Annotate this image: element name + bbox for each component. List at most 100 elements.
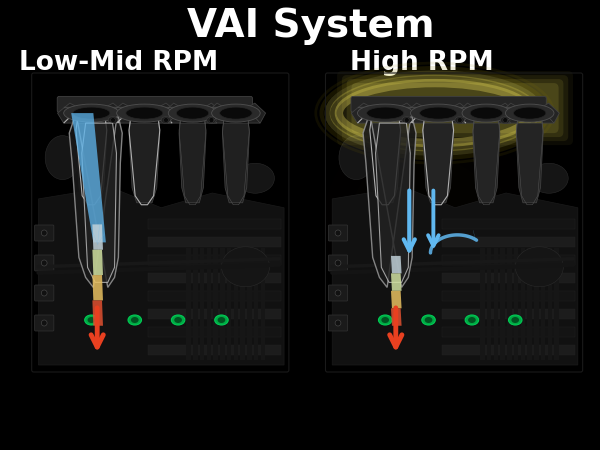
Ellipse shape xyxy=(425,317,433,323)
Circle shape xyxy=(335,290,341,296)
FancyBboxPatch shape xyxy=(35,225,54,241)
FancyBboxPatch shape xyxy=(260,248,265,360)
Ellipse shape xyxy=(358,104,413,122)
Ellipse shape xyxy=(70,158,202,288)
Polygon shape xyxy=(363,113,416,288)
Circle shape xyxy=(457,117,462,122)
FancyBboxPatch shape xyxy=(480,248,485,360)
Ellipse shape xyxy=(220,107,252,119)
Ellipse shape xyxy=(85,315,98,325)
Polygon shape xyxy=(457,103,516,203)
FancyBboxPatch shape xyxy=(35,255,54,271)
FancyBboxPatch shape xyxy=(148,345,281,356)
Polygon shape xyxy=(92,250,103,275)
Circle shape xyxy=(503,117,508,122)
Circle shape xyxy=(404,117,409,122)
FancyBboxPatch shape xyxy=(442,237,575,248)
Ellipse shape xyxy=(218,317,226,323)
FancyBboxPatch shape xyxy=(328,255,347,271)
FancyBboxPatch shape xyxy=(328,285,347,301)
Ellipse shape xyxy=(131,317,139,323)
FancyBboxPatch shape xyxy=(554,248,559,360)
Ellipse shape xyxy=(116,104,172,122)
Ellipse shape xyxy=(455,117,464,124)
Polygon shape xyxy=(391,256,401,273)
Ellipse shape xyxy=(515,247,563,287)
Polygon shape xyxy=(82,123,116,283)
FancyBboxPatch shape xyxy=(57,96,253,112)
FancyBboxPatch shape xyxy=(35,315,54,331)
FancyBboxPatch shape xyxy=(200,248,205,360)
Ellipse shape xyxy=(419,107,457,119)
FancyBboxPatch shape xyxy=(442,345,575,356)
FancyBboxPatch shape xyxy=(507,248,512,360)
FancyBboxPatch shape xyxy=(328,315,347,331)
Circle shape xyxy=(164,117,169,122)
Circle shape xyxy=(41,320,47,326)
FancyBboxPatch shape xyxy=(521,248,525,360)
FancyBboxPatch shape xyxy=(541,248,545,360)
Ellipse shape xyxy=(212,104,260,122)
FancyBboxPatch shape xyxy=(514,248,518,360)
Ellipse shape xyxy=(530,163,568,193)
FancyBboxPatch shape xyxy=(534,248,539,360)
Ellipse shape xyxy=(108,117,118,124)
Text: VAI System: VAI System xyxy=(187,7,435,45)
Ellipse shape xyxy=(470,107,503,119)
FancyBboxPatch shape xyxy=(347,79,563,137)
Ellipse shape xyxy=(45,135,80,180)
Polygon shape xyxy=(351,103,419,203)
Polygon shape xyxy=(92,301,103,326)
FancyBboxPatch shape xyxy=(220,248,224,360)
Ellipse shape xyxy=(172,315,185,325)
Circle shape xyxy=(209,117,214,122)
FancyBboxPatch shape xyxy=(148,273,281,284)
Ellipse shape xyxy=(350,144,509,301)
Polygon shape xyxy=(391,291,401,308)
Ellipse shape xyxy=(206,117,216,124)
Ellipse shape xyxy=(511,317,519,323)
FancyBboxPatch shape xyxy=(351,96,546,112)
FancyBboxPatch shape xyxy=(527,248,532,360)
FancyBboxPatch shape xyxy=(148,309,281,320)
Text: High RPM: High RPM xyxy=(350,50,494,76)
FancyBboxPatch shape xyxy=(342,75,568,141)
Ellipse shape xyxy=(410,104,466,122)
Circle shape xyxy=(335,230,341,236)
Ellipse shape xyxy=(339,135,374,180)
Polygon shape xyxy=(92,225,103,250)
FancyBboxPatch shape xyxy=(494,248,498,360)
FancyBboxPatch shape xyxy=(148,255,281,266)
FancyBboxPatch shape xyxy=(214,248,218,360)
FancyBboxPatch shape xyxy=(487,248,491,360)
Ellipse shape xyxy=(126,107,163,119)
Ellipse shape xyxy=(363,158,496,288)
FancyBboxPatch shape xyxy=(442,255,575,266)
FancyBboxPatch shape xyxy=(328,225,347,241)
Polygon shape xyxy=(38,187,284,365)
Ellipse shape xyxy=(221,247,269,287)
Ellipse shape xyxy=(128,315,142,325)
Polygon shape xyxy=(92,275,103,301)
FancyBboxPatch shape xyxy=(500,248,505,360)
Text: Low-Mid RPM: Low-Mid RPM xyxy=(19,50,218,76)
Ellipse shape xyxy=(367,107,404,119)
FancyBboxPatch shape xyxy=(442,291,575,302)
FancyBboxPatch shape xyxy=(241,248,245,360)
Polygon shape xyxy=(110,103,178,203)
FancyBboxPatch shape xyxy=(148,237,281,248)
Ellipse shape xyxy=(468,317,476,323)
Ellipse shape xyxy=(505,104,554,122)
FancyBboxPatch shape xyxy=(247,248,251,360)
FancyBboxPatch shape xyxy=(233,248,238,360)
Ellipse shape xyxy=(382,317,389,323)
Ellipse shape xyxy=(176,107,209,119)
FancyBboxPatch shape xyxy=(207,248,211,360)
Ellipse shape xyxy=(174,317,182,323)
Polygon shape xyxy=(391,273,401,291)
FancyBboxPatch shape xyxy=(187,248,191,360)
Ellipse shape xyxy=(236,163,274,193)
FancyBboxPatch shape xyxy=(442,219,575,230)
FancyBboxPatch shape xyxy=(352,83,559,133)
Circle shape xyxy=(41,290,47,296)
